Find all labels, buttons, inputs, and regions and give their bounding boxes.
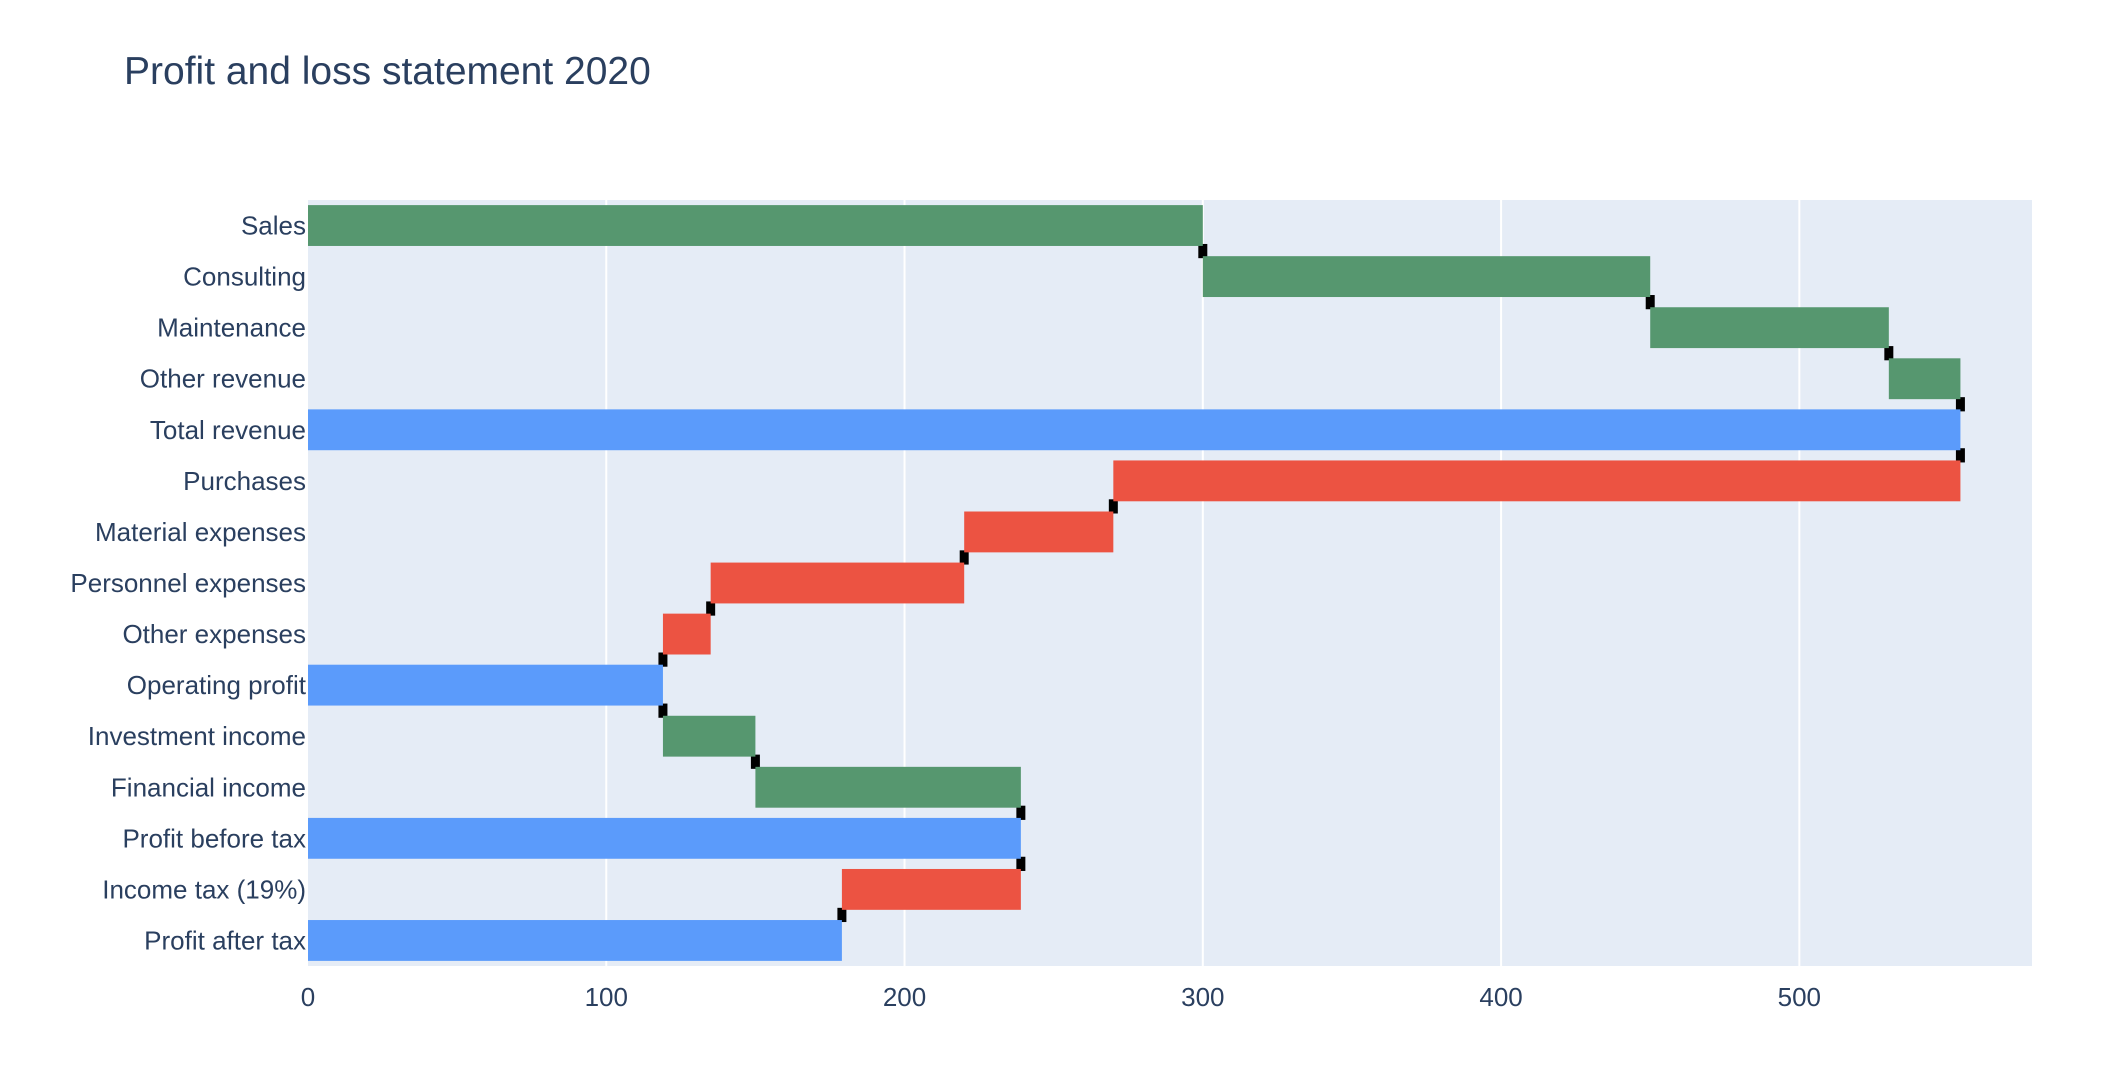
category-label: Purchases <box>183 466 306 496</box>
bars <box>308 205 1961 961</box>
category-label: Sales <box>241 211 306 241</box>
bar-total-revenue <box>308 409 1961 451</box>
bar-consulting <box>1202 256 1651 298</box>
category-label: Income tax (19%) <box>102 874 306 904</box>
category-label: Financial income <box>111 772 306 802</box>
category-label: Maintenance <box>157 313 306 343</box>
x-tick-label: 300 <box>1181 982 1224 1012</box>
bar-purchases <box>1113 460 1961 502</box>
bar-profit-after-tax <box>308 920 842 961</box>
category-label: Profit after tax <box>144 925 306 955</box>
connectors <box>658 243 1965 923</box>
category-label: Material expenses <box>95 517 306 547</box>
category-label: Profit before tax <box>122 823 306 853</box>
x-tick-label: 200 <box>883 982 926 1012</box>
bar-sales <box>308 205 1203 246</box>
category-label: Personnel expenses <box>70 568 306 598</box>
bar-financial-income <box>755 766 1021 808</box>
bar-maintenance <box>1650 307 1889 349</box>
category-label: Consulting <box>183 262 306 292</box>
bar-material-expenses <box>964 511 1114 553</box>
x-tick-label: 500 <box>1778 982 1821 1012</box>
bar-operating-profit <box>308 664 663 706</box>
category-label: Other expenses <box>122 619 306 649</box>
bar-personnel-expenses <box>710 562 965 604</box>
bar-other-revenue <box>1888 358 1961 400</box>
chart-title: Profit and loss statement 2020 <box>124 50 651 93</box>
y-axis-labels: Sales Consulting Maintenance Other revenue T… <box>70 211 306 956</box>
bar-investment-income <box>662 715 756 757</box>
category-label: Other revenue <box>140 364 306 394</box>
x-tick-label: 400 <box>1479 982 1522 1012</box>
x-tick-label: 100 <box>585 982 628 1012</box>
category-label: Total revenue <box>150 415 306 445</box>
bar-income-tax-19 <box>841 868 1021 910</box>
x-tick-label: 0 <box>301 982 315 1012</box>
bar-other-expenses <box>662 613 711 655</box>
x-axis-ticks: 0 100 200 300 400 500 <box>301 982 1821 1012</box>
bar-profit-before-tax <box>308 817 1021 859</box>
category-label: Operating profit <box>127 670 307 700</box>
category-label: Investment income <box>88 721 306 751</box>
